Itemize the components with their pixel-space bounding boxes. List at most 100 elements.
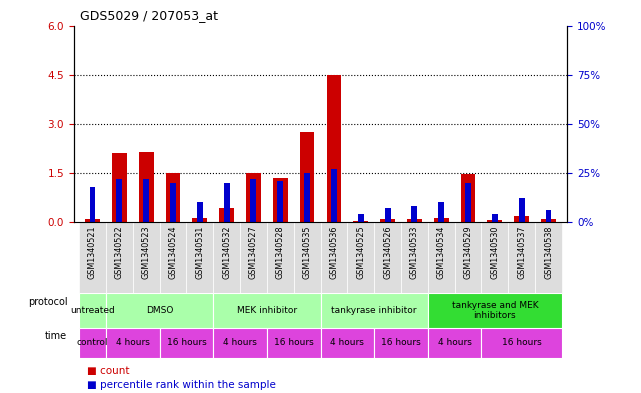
Text: GSM1340533: GSM1340533 xyxy=(410,226,419,279)
Bar xyxy=(454,222,481,293)
Bar xyxy=(213,293,320,328)
Text: 4 hours: 4 hours xyxy=(223,338,257,347)
Bar xyxy=(481,328,562,358)
Text: 16 hours: 16 hours xyxy=(274,338,313,347)
Bar xyxy=(267,328,320,358)
Bar xyxy=(106,293,213,328)
Text: tankyrase inhibitor: tankyrase inhibitor xyxy=(331,306,417,315)
Text: GSM1340534: GSM1340534 xyxy=(437,226,445,279)
Bar xyxy=(197,202,203,222)
Bar xyxy=(240,222,267,293)
Bar xyxy=(326,75,341,222)
Bar xyxy=(79,293,106,328)
Text: 16 hours: 16 hours xyxy=(167,338,206,347)
Text: GSM1340537: GSM1340537 xyxy=(517,226,526,279)
Bar xyxy=(224,183,229,222)
Bar xyxy=(407,219,422,222)
Text: MEK inhibitor: MEK inhibitor xyxy=(237,306,297,315)
Bar xyxy=(481,222,508,293)
Bar xyxy=(492,214,498,222)
Bar xyxy=(519,198,524,222)
Bar xyxy=(85,219,100,222)
Bar xyxy=(300,132,315,222)
Text: ■ count: ■ count xyxy=(87,366,129,376)
Bar xyxy=(138,152,153,222)
Text: GSM1340524: GSM1340524 xyxy=(169,226,178,279)
Text: tankyrase and MEK
inhibitors: tankyrase and MEK inhibitors xyxy=(451,301,538,320)
Bar xyxy=(79,222,106,293)
Bar xyxy=(353,221,368,222)
Bar xyxy=(412,206,417,222)
Bar xyxy=(461,174,476,222)
Bar xyxy=(192,218,207,222)
Text: GSM1340531: GSM1340531 xyxy=(196,226,204,279)
Bar xyxy=(320,222,347,293)
Bar xyxy=(401,222,428,293)
Bar xyxy=(187,222,213,293)
Bar xyxy=(246,173,261,222)
Bar xyxy=(213,222,240,293)
Text: 4 hours: 4 hours xyxy=(330,338,364,347)
Bar xyxy=(106,328,160,358)
Text: 16 hours: 16 hours xyxy=(381,338,421,347)
Bar xyxy=(545,210,551,222)
Text: 4 hours: 4 hours xyxy=(116,338,149,347)
Bar xyxy=(541,219,556,222)
Bar xyxy=(112,153,127,222)
Text: GSM1340535: GSM1340535 xyxy=(303,226,312,279)
Text: untreated: untreated xyxy=(70,306,115,315)
Text: GDS5029 / 207053_at: GDS5029 / 207053_at xyxy=(80,9,218,22)
Bar xyxy=(438,202,444,222)
Bar xyxy=(133,222,160,293)
Text: GSM1340521: GSM1340521 xyxy=(88,226,97,279)
Text: ■ percentile rank within the sample: ■ percentile rank within the sample xyxy=(87,380,276,390)
Bar xyxy=(434,218,449,222)
Bar xyxy=(273,178,288,222)
Bar xyxy=(79,328,106,358)
Bar xyxy=(428,293,562,328)
Text: GSM1340523: GSM1340523 xyxy=(142,226,151,279)
Text: GSM1340527: GSM1340527 xyxy=(249,226,258,279)
Bar xyxy=(347,222,374,293)
Bar xyxy=(294,222,320,293)
Bar xyxy=(514,216,529,222)
Bar xyxy=(251,179,256,222)
Text: GSM1340536: GSM1340536 xyxy=(329,226,338,279)
Bar xyxy=(374,222,401,293)
Bar xyxy=(143,179,149,222)
Bar xyxy=(508,222,535,293)
Bar xyxy=(380,219,395,222)
Bar xyxy=(90,187,96,222)
Text: control: control xyxy=(77,338,108,347)
Text: GSM1340528: GSM1340528 xyxy=(276,226,285,279)
Bar xyxy=(106,222,133,293)
Bar xyxy=(278,181,283,222)
Text: 4 hours: 4 hours xyxy=(438,338,472,347)
Text: GSM1340532: GSM1340532 xyxy=(222,226,231,279)
Bar xyxy=(320,293,428,328)
Text: GSM1340530: GSM1340530 xyxy=(490,226,499,279)
Bar xyxy=(535,222,562,293)
Text: protocol: protocol xyxy=(28,297,67,307)
Text: GSM1340522: GSM1340522 xyxy=(115,226,124,279)
Bar xyxy=(358,214,363,222)
Bar xyxy=(160,222,187,293)
Bar xyxy=(170,183,176,222)
Bar xyxy=(213,328,267,358)
Bar xyxy=(374,328,428,358)
Text: GSM1340525: GSM1340525 xyxy=(356,226,365,279)
Text: GSM1340526: GSM1340526 xyxy=(383,226,392,279)
Bar xyxy=(219,208,234,222)
Bar xyxy=(267,222,294,293)
Bar xyxy=(488,220,503,222)
Bar xyxy=(385,208,390,222)
Text: DMSO: DMSO xyxy=(146,306,173,315)
Bar xyxy=(320,328,374,358)
Bar xyxy=(428,328,481,358)
Bar xyxy=(165,173,180,222)
Bar xyxy=(117,179,122,222)
Bar xyxy=(428,222,454,293)
Bar xyxy=(465,183,471,222)
Text: 16 hours: 16 hours xyxy=(502,338,542,347)
Text: time: time xyxy=(45,331,67,340)
